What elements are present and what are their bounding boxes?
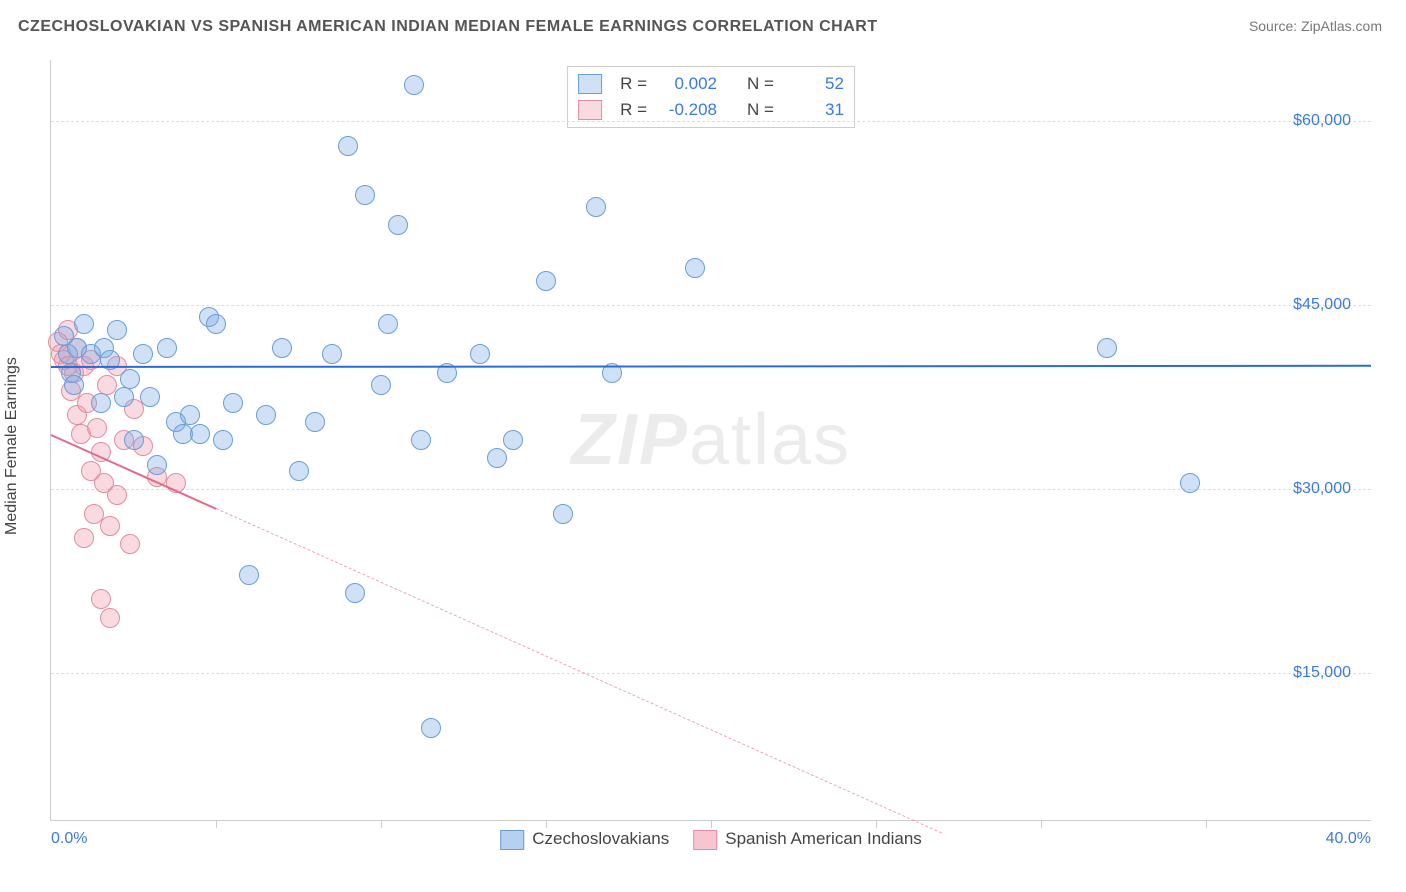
data-point (140, 387, 160, 407)
y-tick-label: $60,000 (1293, 112, 1351, 130)
legend-label: Spanish American Indians (725, 829, 922, 848)
legend-item: Spanish American Indians (693, 829, 922, 850)
data-point (1097, 338, 1117, 358)
data-point (206, 314, 226, 334)
data-point (345, 583, 365, 603)
data-point (120, 369, 140, 389)
data-point (157, 338, 177, 358)
stat-n-value: 52 (784, 71, 844, 97)
gridline (51, 305, 1371, 306)
x-tick (1041, 820, 1042, 828)
data-point (190, 424, 210, 444)
stat-r-value: -0.208 (657, 97, 717, 123)
legend-label: Czechoslovakians (532, 829, 669, 848)
series-legend: Czechoslovakians Spanish American Indians (500, 829, 922, 850)
data-point (124, 430, 144, 450)
legend-swatch (500, 830, 524, 850)
stats-row: R =-0.208N =31 (578, 97, 844, 123)
data-point (378, 314, 398, 334)
legend-swatch (578, 74, 602, 94)
legend-swatch (693, 830, 717, 850)
legend-item: Czechoslovakians (500, 829, 669, 850)
x-tick (381, 820, 382, 828)
y-tick-label: $45,000 (1293, 296, 1351, 314)
data-point (685, 258, 705, 278)
data-point (91, 393, 111, 413)
y-tick-label: $30,000 (1293, 480, 1351, 498)
stat-r-value: 0.002 (657, 71, 717, 97)
data-point (404, 75, 424, 95)
x-axis-min-label: 0.0% (51, 830, 87, 848)
data-point (64, 375, 84, 395)
data-point (133, 344, 153, 364)
data-point (487, 448, 507, 468)
data-point (553, 504, 573, 524)
data-point (239, 565, 259, 585)
data-point (355, 185, 375, 205)
data-point (371, 375, 391, 395)
gridline (51, 121, 1371, 122)
source-attribution: Source: ZipAtlas.com (1249, 18, 1382, 34)
stat-n-value: 31 (784, 97, 844, 123)
data-point (470, 344, 490, 364)
plot-area: ZIPatlas R =0.002N =52R =-0.208N =31 0.0… (50, 60, 1371, 821)
y-tick-label: $15,000 (1293, 664, 1351, 682)
data-point (411, 430, 431, 450)
x-tick (1206, 820, 1207, 828)
chart-title: CZECHOSLOVAKIAN VS SPANISH AMERICAN INDI… (18, 18, 878, 36)
data-point (87, 418, 107, 438)
data-point (256, 405, 276, 425)
legend-swatch (578, 100, 602, 120)
data-point (272, 338, 292, 358)
regression-line (216, 508, 942, 834)
data-point (322, 344, 342, 364)
data-point (74, 528, 94, 548)
gridline (51, 673, 1371, 674)
data-point (91, 589, 111, 609)
data-point (338, 136, 358, 156)
x-tick (711, 820, 712, 828)
watermark-bold: ZIP (571, 400, 689, 480)
data-point (1180, 473, 1200, 493)
x-tick (546, 820, 547, 828)
data-point (388, 215, 408, 235)
data-point (100, 516, 120, 536)
x-tick (876, 820, 877, 828)
data-point (289, 461, 309, 481)
data-point (107, 485, 127, 505)
source-link[interactable]: ZipAtlas.com (1301, 18, 1382, 34)
data-point (503, 430, 523, 450)
data-point (147, 455, 167, 475)
data-point (421, 718, 441, 738)
gridline (51, 489, 1371, 490)
stats-legend-box: R =0.002N =52R =-0.208N =31 (567, 66, 855, 128)
stats-row: R =0.002N =52 (578, 71, 844, 97)
watermark-light: atlas (689, 400, 851, 480)
data-point (586, 197, 606, 217)
y-axis-title: Median Female Earnings (3, 357, 21, 535)
data-point (107, 320, 127, 340)
x-tick (216, 820, 217, 828)
regression-line (51, 365, 1371, 368)
data-point (100, 608, 120, 628)
data-point (180, 405, 200, 425)
source-label: Source: (1249, 18, 1297, 34)
data-point (305, 412, 325, 432)
x-axis-max-label: 40.0% (1326, 830, 1371, 848)
data-point (223, 393, 243, 413)
data-point (213, 430, 233, 450)
watermark: ZIPatlas (571, 399, 851, 481)
data-point (120, 534, 140, 554)
data-point (74, 314, 94, 334)
data-point (536, 271, 556, 291)
data-point (114, 387, 134, 407)
